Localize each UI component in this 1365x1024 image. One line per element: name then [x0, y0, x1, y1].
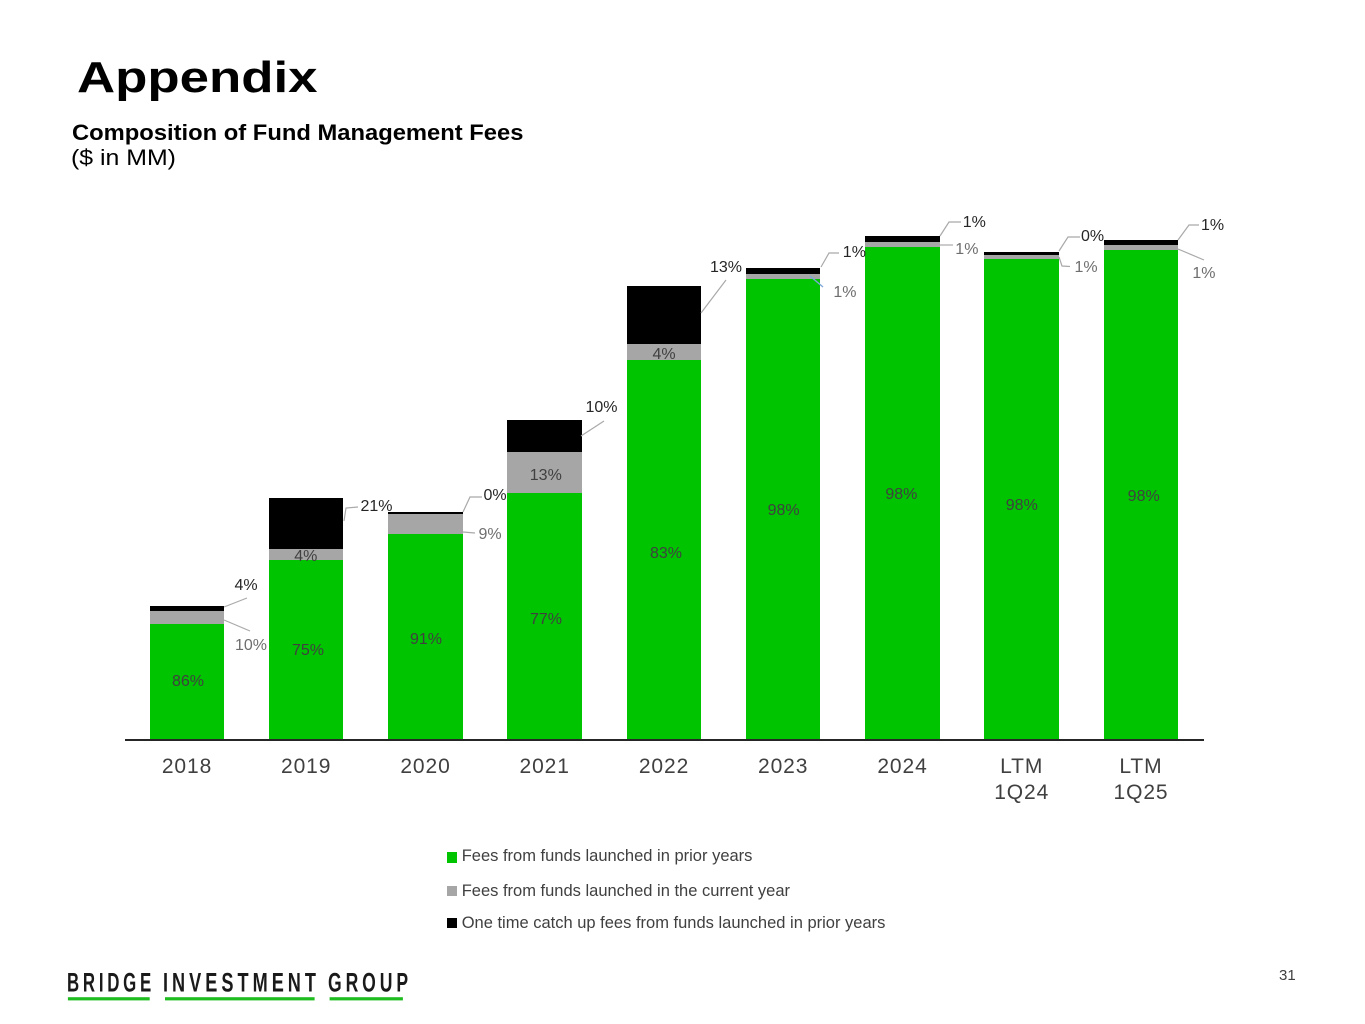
svg-text:BRIDGE: BRIDGE — [67, 967, 155, 997]
svg-text:GROUP: GROUP — [328, 967, 412, 997]
svg-text:INVESTMENT: INVESTMENT — [163, 967, 320, 997]
